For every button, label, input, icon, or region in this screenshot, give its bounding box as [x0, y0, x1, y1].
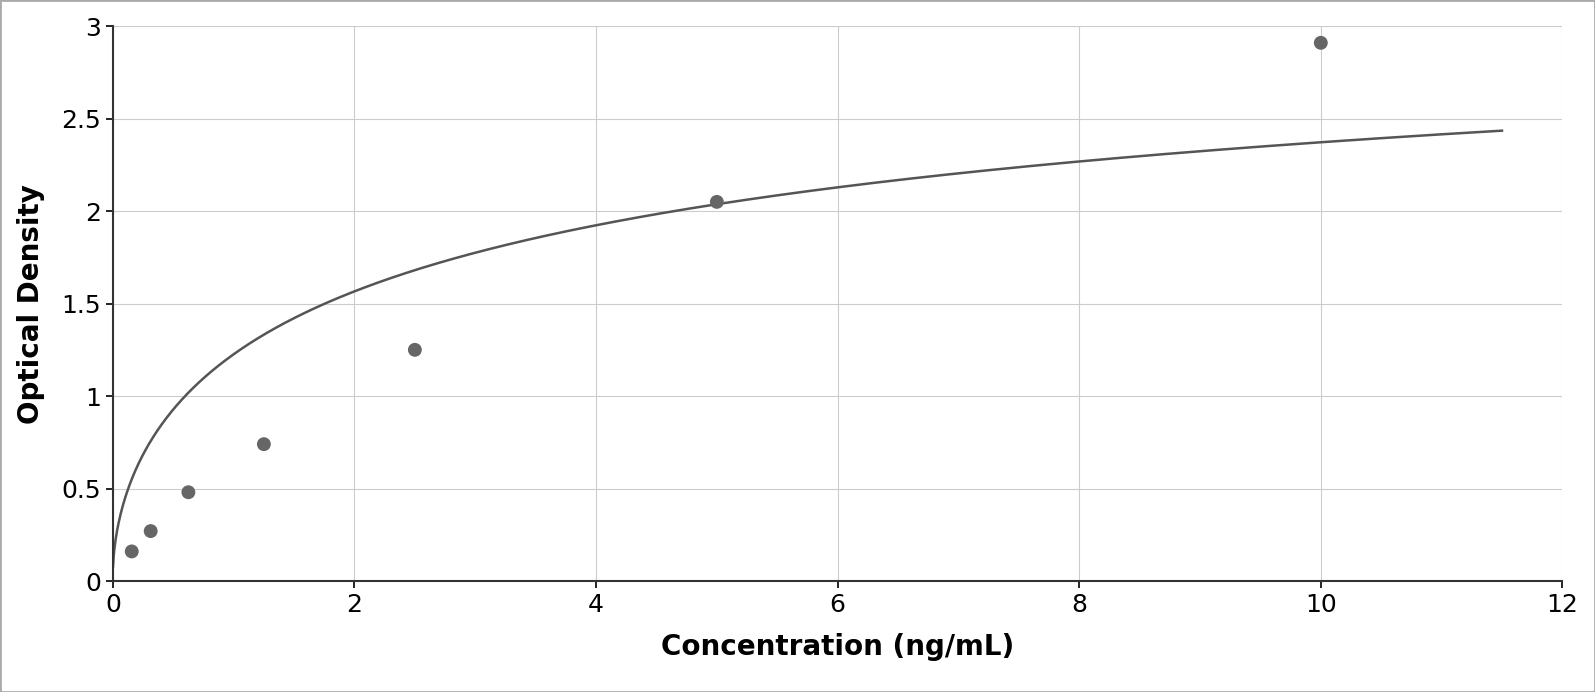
Point: [250, 439, 276, 450]
Point: [1308, 37, 1333, 48]
X-axis label: Concentration (ng/mL): Concentration (ng/mL): [660, 633, 1014, 662]
Point: [120, 546, 145, 557]
Point: [175, 486, 201, 498]
Point: [703, 197, 729, 208]
Point: [137, 525, 163, 536]
Point: [402, 345, 427, 356]
Y-axis label: Optical Density: Optical Density: [16, 183, 45, 424]
